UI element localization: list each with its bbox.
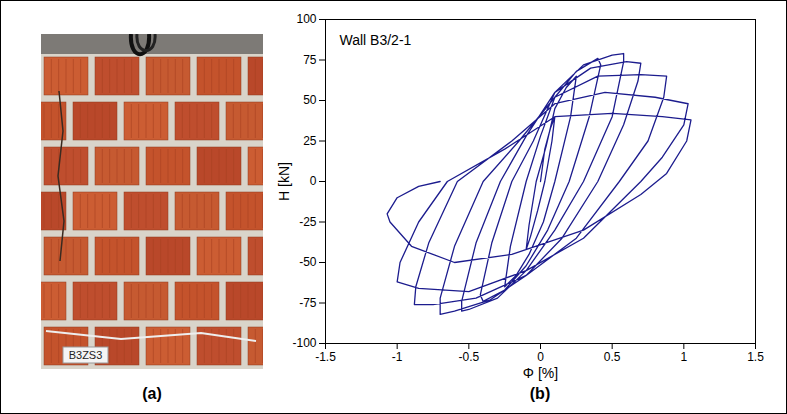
- html-text:(b): (b): [529, 385, 551, 402]
- svg-text:-1.5: -1.5: [315, 350, 336, 364]
- html-text:(a): (a): [142, 385, 162, 402]
- svg-text:0: 0: [310, 174, 317, 188]
- svg-text:1: 1: [680, 350, 687, 364]
- svg-text:Φ [%]: Φ [%]: [523, 365, 558, 381]
- svg-text:25: 25: [303, 134, 317, 148]
- svg-text:75: 75: [303, 53, 317, 67]
- svg-text:-25: -25: [299, 215, 317, 229]
- svg-text:Wall B3/2-1: Wall B3/2-1: [340, 32, 412, 48]
- svg-text:-50: -50: [299, 255, 317, 269]
- svg-text:0.5: 0.5: [604, 350, 621, 364]
- svg-text:H [kN]: H [kN]: [276, 162, 292, 201]
- svg-text:-0.5: -0.5: [458, 350, 479, 364]
- svg-text:0: 0: [537, 350, 544, 364]
- svg-text:-100: -100: [292, 336, 316, 350]
- svg-text:1.5: 1.5: [747, 350, 764, 364]
- svg-text:B3ZS3: B3ZS3: [69, 349, 103, 361]
- svg-text:-75: -75: [299, 296, 317, 310]
- svg-text:50: 50: [303, 93, 317, 107]
- svg-text:100: 100: [296, 12, 316, 26]
- svg-text:-1: -1: [392, 350, 403, 364]
